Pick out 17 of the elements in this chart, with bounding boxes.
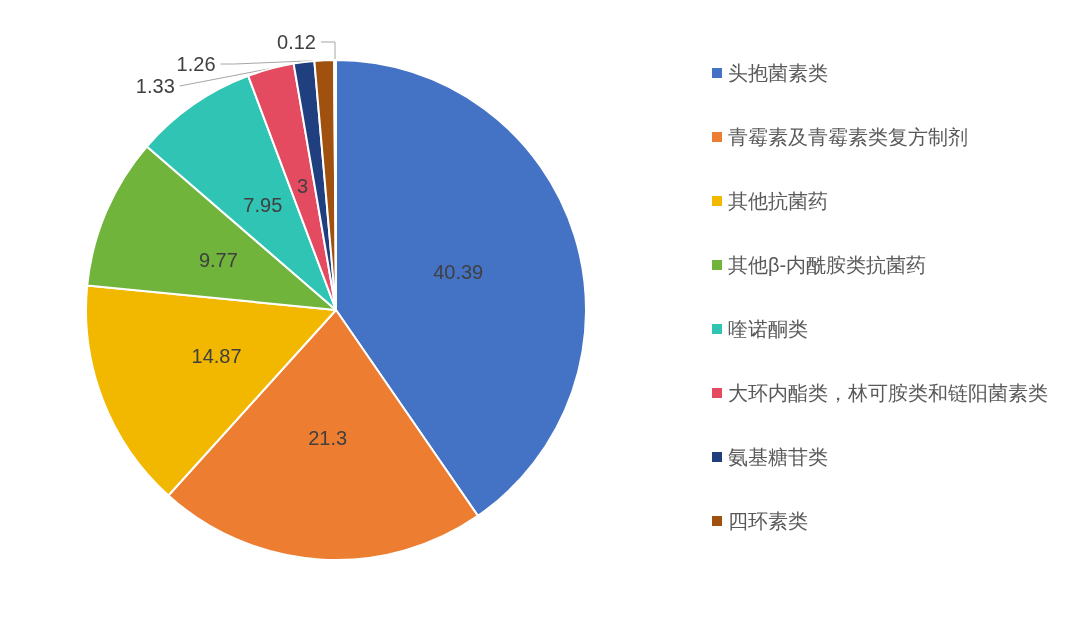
data-label: 21.3 bbox=[308, 426, 348, 449]
data-label: 9.77 bbox=[198, 248, 238, 271]
legend-label: 其他抗菌药 bbox=[728, 190, 828, 212]
legend-label: 氨基糖苷类 bbox=[728, 446, 828, 468]
data-label: 40.39 bbox=[433, 260, 484, 283]
legend-label: 四环素类 bbox=[728, 510, 808, 532]
data-label: 3 bbox=[296, 175, 309, 198]
data-label: 14.87 bbox=[191, 345, 242, 368]
legend-label: 喹诺酮类 bbox=[728, 318, 808, 340]
data-label: 7.95 bbox=[243, 193, 283, 216]
legend-label: 头抱菌素类 bbox=[728, 62, 828, 84]
legend-label: 大环内酯类，林可胺类和链阳菌素类 bbox=[728, 382, 1048, 404]
legend-label: 青霉素及青霉素类复方制剂 bbox=[728, 126, 968, 148]
legend-label: 其他β-内酰胺类抗菌药 bbox=[728, 254, 927, 276]
data-label: 0.12 bbox=[277, 31, 316, 53]
data-label: 1.33 bbox=[135, 75, 175, 97]
data-label: 1.26 bbox=[176, 53, 216, 75]
